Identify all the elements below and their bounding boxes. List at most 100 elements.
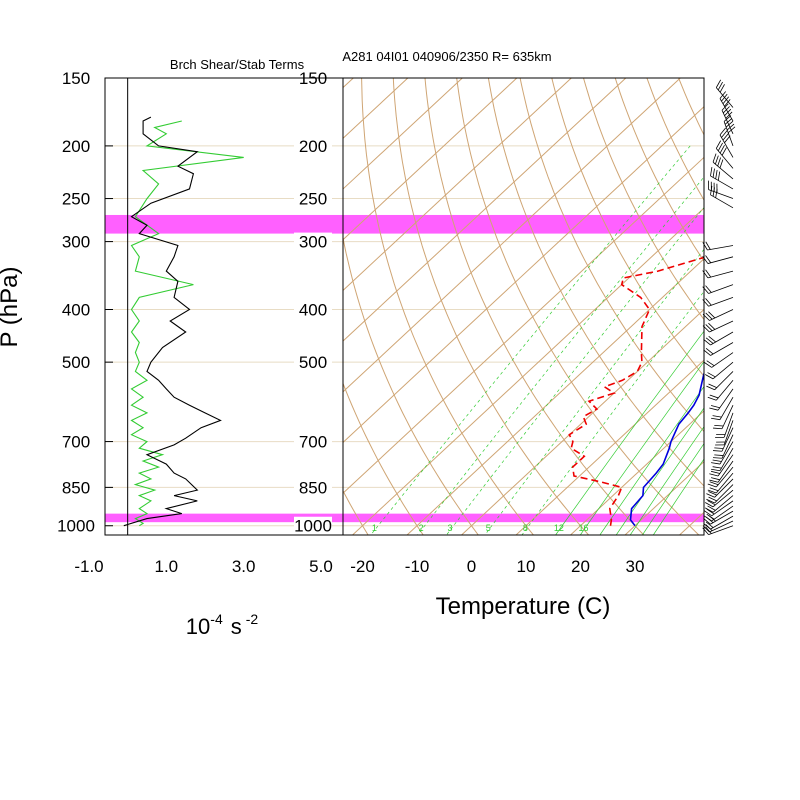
wind-barb-flag [702, 313, 710, 321]
wind-barb-flag [721, 147, 727, 156]
highlight-band [105, 513, 343, 523]
wind-barb-flag [704, 362, 712, 368]
wind-barb-flag [707, 500, 716, 506]
wind-barb-flag [715, 140, 722, 149]
mixing-ratio-line [484, 248, 704, 535]
wind-barb-flag [724, 135, 731, 143]
wind-barb-shaft [709, 520, 734, 533]
y-tick-label: 250 [62, 190, 90, 209]
left-xlabel-base: 10 [186, 614, 210, 639]
dry-adiabat [519, 78, 704, 433]
wind-barb-flag [705, 502, 714, 508]
wind-barb-shaft [710, 510, 734, 525]
wind-barb-shaft [712, 489, 734, 508]
dry-adiabat [742, 78, 800, 535]
wind-barb-flag [713, 427, 723, 430]
wind-barb-shaft [710, 194, 734, 209]
isotherm [624, 460, 704, 535]
isotherm [679, 511, 704, 535]
wind-barb-flag [719, 84, 725, 93]
wind-barb-shaft [709, 309, 734, 321]
dry-adiabat [343, 382, 424, 535]
wind-barb-flag [708, 496, 717, 502]
wind-barb-shaft [710, 342, 734, 356]
wind-barb-flag [705, 241, 711, 250]
wind-barb-shaft [710, 331, 734, 346]
wind-barb-flag [708, 322, 716, 330]
wind-barb-flag [727, 126, 736, 134]
left-x-axis-label: 10-4 s -2 [186, 611, 259, 639]
wind-barb-shaft [714, 478, 734, 498]
mixing-ratio-line [642, 442, 704, 535]
isotherm [461, 308, 704, 535]
isotherm [734, 78, 800, 535]
temperature-profile [629, 370, 704, 527]
wind-barb-shaft [719, 441, 734, 465]
wind-barb-flag [715, 155, 719, 165]
dry-adiabat [456, 78, 700, 535]
mixing-ratio-bottom-label: 1 [372, 523, 377, 533]
wind-barb-shaft [719, 396, 734, 420]
x-tick-label: 1.0 [155, 557, 179, 576]
wind-barb-shaft [712, 361, 734, 380]
wind-barb-flag [709, 481, 719, 486]
stability-term-line [123, 116, 222, 527]
wind-barb-shaft [719, 134, 734, 158]
wind-barb-flag [712, 459, 722, 462]
y-tick-label: 200 [299, 137, 327, 156]
wind-barb-flag [711, 468, 721, 472]
wind-barb-shaft [721, 427, 734, 452]
y-tick-label: 200 [62, 137, 90, 156]
wind-barb-shaft [715, 380, 734, 401]
wind-barb-flag [709, 394, 719, 399]
wind-barb-shaft [717, 460, 734, 483]
x-tick-label: 0 [467, 557, 476, 576]
wind-barb-shaft [711, 505, 734, 522]
x-tick-label: 5.0 [309, 557, 333, 576]
wind-barb-shaft [721, 405, 734, 429]
wind-barb-flag [714, 447, 724, 449]
wind-barb-shaft [710, 175, 734, 190]
wind-barb-flag [714, 424, 724, 427]
mixing-ratio-bottom-label: 3 [448, 523, 453, 533]
wind-barb-shaft [708, 297, 734, 307]
wind-barb-flag [712, 466, 722, 469]
wind-barb-flag [707, 505, 716, 511]
wind-barb-flag [721, 130, 728, 138]
y-tick-label: 700 [62, 433, 90, 452]
isotherm [343, 78, 518, 241]
y-tick-label-bg [294, 136, 332, 155]
mixing-ratio-line [629, 426, 704, 535]
dry-adiabat [424, 78, 645, 535]
wind-barb-flag [704, 510, 712, 517]
wind-barb-flag [705, 507, 714, 513]
x-tick-label: -1.0 [74, 557, 103, 576]
isotherm [343, 156, 704, 494]
wind-barb-shaft [715, 466, 734, 488]
wind-barb-shaft [710, 515, 734, 530]
wind-barb-flag [705, 312, 713, 320]
wind-barb-flag [710, 405, 720, 409]
wind-barb-flag [709, 487, 719, 492]
wind-barb-shaft [709, 320, 734, 333]
wind-barb-flag [710, 166, 713, 176]
mixing-ratio-line [417, 176, 704, 535]
wind-barb-flag [709, 479, 719, 483]
dry-adiabat [583, 78, 704, 321]
wind-barb-flag [705, 255, 712, 264]
y-tick-label-bg [294, 232, 332, 251]
wind-barb-flag [702, 286, 709, 294]
highlight-band [343, 513, 704, 523]
wind-barb-flag [717, 81, 723, 91]
wind-barb-flag [710, 477, 720, 481]
dewpoint-profile [568, 256, 704, 526]
left-y-tick-labels: 150 200 250 300 400 500 700 850 1000 [57, 69, 113, 536]
wind-barb-flag [705, 269, 712, 278]
wind-barb-shaft [719, 448, 734, 471]
y-tick-label: 850 [299, 478, 327, 497]
wind-barb-flag [717, 142, 723, 151]
left-xlabel-unit: s [231, 614, 242, 639]
isotherm [343, 78, 463, 190]
isotherm [515, 359, 704, 535]
wind-barbs [702, 79, 736, 536]
